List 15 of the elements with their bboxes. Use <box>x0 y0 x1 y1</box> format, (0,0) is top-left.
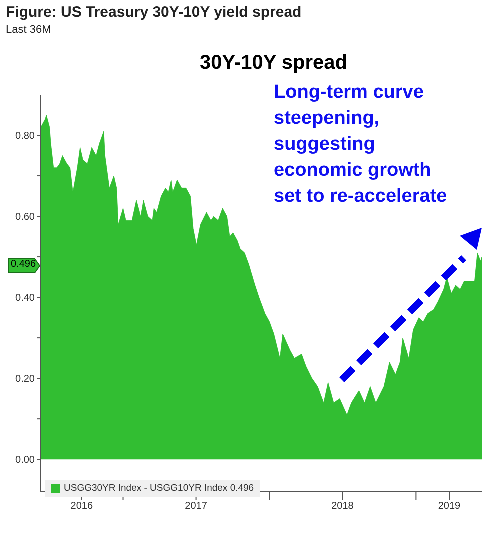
x-tick-label: 2019 <box>438 501 462 512</box>
y-tick-label: 0.20 <box>16 374 36 386</box>
y-tick-label: 0.00 <box>16 455 36 466</box>
x-tick-label: 2017 <box>185 501 208 512</box>
x-tick-label: 2018 <box>332 501 354 512</box>
chart-subtitle: Last 36M <box>6 24 52 36</box>
legend-label: USGG30YR Index - USGG10YR Index 0.496 <box>63 483 254 494</box>
y-tick-label: 0.60 <box>16 212 36 224</box>
text: 30Y-10Y spread <box>200 52 348 75</box>
annotation: 0.496 <box>11 259 36 270</box>
y-tick-label: 0.80 <box>16 131 36 142</box>
annotation: Long-term curve steepening, suggesting economic growth set to re-accelerate <box>274 81 448 209</box>
x-tick-label: 2016 <box>70 501 94 512</box>
y-tick-label: 0.40 <box>16 293 36 304</box>
chart-title: Figure: US Treasury 30Y-10Y yield spread <box>6 4 302 21</box>
